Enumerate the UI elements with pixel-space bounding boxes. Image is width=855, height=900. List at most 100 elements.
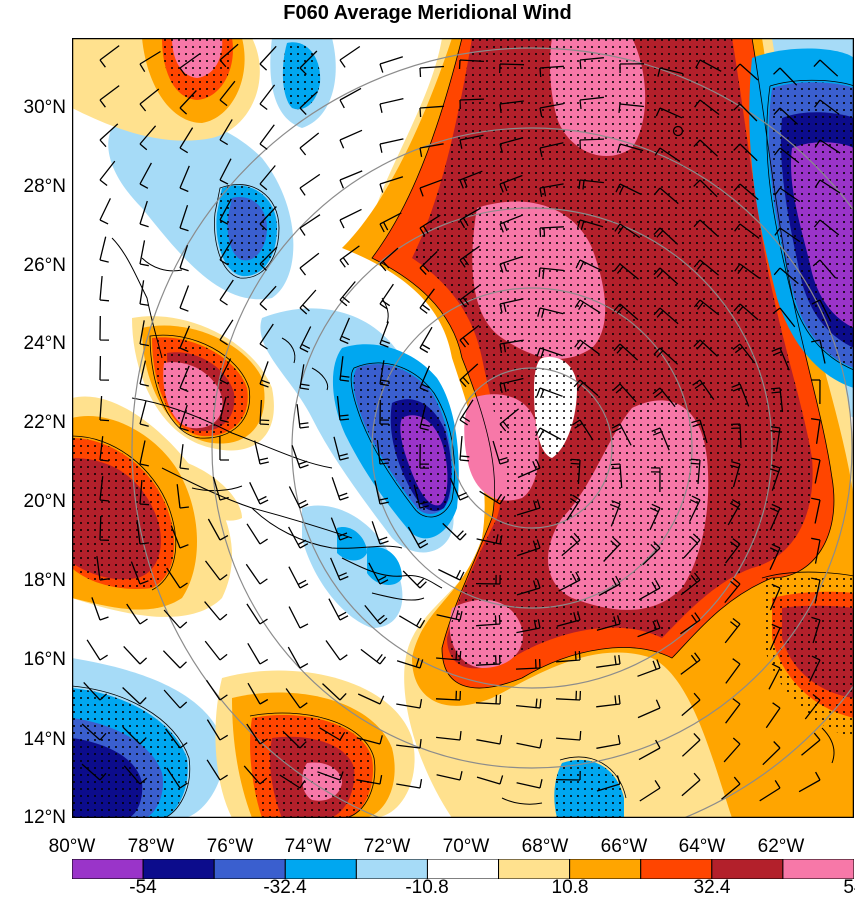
wind-barb	[771, 347, 790, 371]
wind-barb	[499, 408, 520, 432]
wind-barb	[733, 143, 758, 162]
wind-barb	[613, 303, 639, 321]
wind-barb	[695, 59, 722, 72]
lat-label: 16°N	[23, 649, 66, 670]
wind-barb	[694, 99, 720, 116]
wind-barb	[639, 780, 661, 802]
wind-barb	[811, 379, 821, 405]
wind-barb	[254, 440, 269, 465]
wind-barb	[536, 347, 563, 359]
wind-barb	[555, 770, 581, 781]
wind-barb	[179, 127, 194, 154]
wind-barb	[339, 45, 361, 68]
lon-label: 74°W	[284, 836, 332, 857]
wind-map-canvas	[72, 38, 854, 818]
wind-barb	[730, 460, 741, 488]
wind-barb	[407, 526, 429, 549]
wind-barb	[419, 250, 438, 275]
wind-barb	[499, 100, 524, 113]
wind-barb	[99, 315, 110, 341]
wind-barb	[459, 134, 484, 149]
wind-barb	[398, 615, 426, 629]
wind-barb	[603, 537, 621, 562]
wind-barb	[690, 458, 701, 484]
stippling	[72, 38, 854, 818]
wind-barb	[516, 698, 542, 709]
wind-barb	[814, 99, 840, 115]
wind-barb	[419, 179, 443, 197]
wind-barb	[579, 138, 605, 150]
wind-barb	[769, 623, 781, 651]
wind-barb	[479, 490, 506, 505]
wind-barb	[459, 245, 480, 268]
wind-barb	[288, 526, 309, 549]
wind-barb	[573, 379, 599, 397]
wind-barb	[561, 532, 581, 557]
wind-barb	[205, 679, 228, 701]
wind-barb	[299, 252, 320, 276]
wind-barb	[811, 339, 826, 364]
wind-barb	[770, 426, 781, 452]
wind-barb	[247, 642, 269, 665]
wind-barb	[596, 655, 621, 668]
wind-barb	[319, 727, 346, 741]
wind-barb	[769, 464, 781, 491]
wind-barb	[291, 445, 309, 469]
wind-barb	[459, 98, 485, 110]
wind-barb	[419, 326, 433, 354]
lon-label: 78°W	[127, 836, 175, 857]
wind-barb	[166, 567, 188, 589]
wind-barb	[122, 726, 147, 745]
wind-barb	[379, 283, 394, 310]
wind-barb	[330, 517, 349, 541]
wind-barb	[139, 360, 149, 387]
wind-barb	[356, 735, 383, 745]
wind-barb	[579, 57, 604, 70]
wind-barb	[730, 423, 742, 449]
colorbar-box	[72, 859, 144, 879]
wind-barb	[538, 267, 564, 278]
wind-barb	[536, 387, 563, 399]
wind-barb	[336, 396, 350, 421]
wind-barb	[725, 698, 741, 724]
wind-barb	[618, 103, 644, 113]
wind-barb	[219, 396, 229, 423]
wind-barb	[379, 212, 402, 233]
wind-barb	[773, 147, 800, 164]
wind-barb	[680, 652, 701, 675]
wind-barb	[638, 579, 661, 601]
wind-barb	[476, 775, 504, 785]
wind-barb	[651, 427, 670, 451]
wind-barb	[689, 495, 701, 522]
map-frame	[72, 38, 854, 818]
wind-barb	[81, 723, 107, 741]
wind-barb	[165, 728, 188, 749]
wind-barb	[179, 444, 189, 470]
wind-barb	[459, 285, 480, 308]
wind-barb	[637, 699, 661, 719]
wind-barb	[734, 263, 760, 279]
wind-barb	[616, 143, 644, 153]
wind-barb	[419, 443, 430, 469]
lon-label: 64°W	[678, 836, 726, 857]
wind-barb	[613, 263, 639, 280]
wind-barb	[282, 730, 307, 749]
wind-barb	[692, 379, 715, 400]
wind-barb	[139, 200, 149, 228]
wind-barb	[379, 360, 390, 387]
wind-barb	[535, 427, 562, 441]
wind-barb	[179, 404, 189, 432]
wind-barb	[572, 419, 594, 441]
wind-barb	[637, 619, 661, 638]
lon-label: 68°W	[521, 836, 569, 857]
wind-barb	[379, 176, 404, 193]
wind-barb	[435, 690, 462, 701]
wind-barb	[219, 358, 232, 385]
wind-barb	[653, 227, 679, 245]
wind-barb	[219, 435, 229, 461]
wind-barb	[814, 139, 841, 154]
wind-barb	[83, 681, 108, 701]
wind-barb	[204, 560, 228, 581]
wind-barb	[259, 124, 275, 150]
wind-barb	[396, 778, 423, 789]
